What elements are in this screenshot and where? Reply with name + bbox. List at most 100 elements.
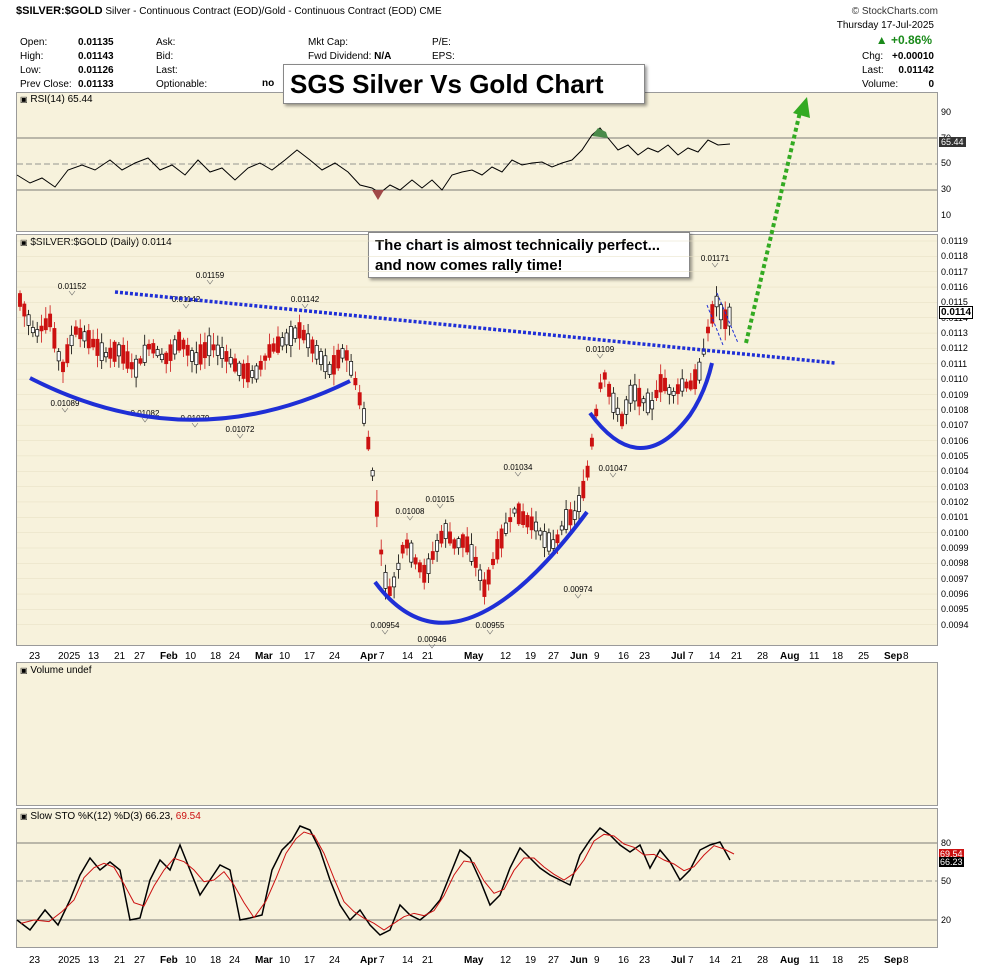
x-tick: 11 — [809, 955, 820, 966]
candle-body — [718, 304, 723, 321]
price-annotation-pointer — [68, 290, 76, 296]
candle-body — [714, 295, 719, 308]
candle-body — [525, 515, 530, 528]
up-triangle-icon: ▲ — [875, 33, 888, 47]
x-tick: 21 — [422, 955, 434, 966]
candle-body — [172, 339, 177, 355]
candle-body — [327, 364, 332, 375]
candle-body — [675, 384, 680, 394]
x-tick: Apr — [360, 651, 378, 662]
price-annotation-pointer — [406, 515, 414, 521]
candle-body — [43, 318, 48, 331]
price-annotation-pointer — [301, 303, 309, 309]
candle-body — [91, 338, 96, 348]
price-tick: 0.0100 — [941, 527, 969, 538]
rsi-indicator-icon: ▣ — [20, 95, 28, 104]
price-label: ▣ $SILVER:$GOLD (Daily) 0.0114 — [20, 237, 172, 248]
price-tick: 0.0115 — [941, 297, 968, 308]
price-annotation-pointer — [596, 353, 604, 359]
x-tick: 28 — [757, 651, 769, 662]
candle-body — [680, 378, 685, 392]
candle-body — [667, 387, 672, 395]
x-tick: 11 — [809, 651, 820, 662]
x-tick: 13 — [88, 651, 100, 662]
price-annotation-pointer — [191, 422, 199, 428]
candle-body — [693, 369, 698, 390]
candle-body — [607, 383, 612, 397]
candle-body — [336, 349, 341, 369]
price-tick: 0.0094 — [941, 619, 969, 630]
candle-body — [202, 342, 207, 359]
candle-body — [430, 551, 435, 560]
candle-body — [331, 355, 336, 375]
candle-body — [65, 344, 70, 364]
candle-body — [181, 339, 186, 350]
candle-body — [293, 327, 298, 339]
candle-body — [314, 345, 319, 360]
x-tick: 7 — [688, 955, 694, 966]
optionable-value: no — [262, 78, 275, 89]
x-tick: 21 — [114, 651, 126, 662]
price-tick: 0.0117 — [941, 266, 968, 277]
candle-body — [194, 352, 199, 366]
rsi-oversold-fill — [372, 190, 384, 200]
price-tick: 0.0107 — [941, 420, 969, 431]
x-tick: 27 — [548, 955, 560, 966]
candle-body — [349, 361, 354, 376]
price-tick: 0.0095 — [941, 604, 969, 615]
price-tick: 0.0112 — [941, 343, 968, 354]
price-annotation: 0.01089 — [51, 399, 80, 408]
candle-body — [589, 437, 594, 447]
x-tick: 24 — [329, 651, 341, 662]
x-tick: 19 — [525, 651, 537, 662]
x-tick: Aug — [780, 955, 800, 966]
candle-body — [319, 351, 323, 365]
price-tick: 0.0109 — [941, 389, 969, 400]
candle-body — [710, 304, 715, 324]
candle-body — [284, 332, 289, 346]
candle-body — [469, 544, 474, 562]
candle-body — [473, 556, 478, 568]
candle-body — [306, 333, 311, 349]
candle-body — [353, 377, 358, 386]
candle-body — [482, 579, 487, 597]
candle-body — [641, 398, 646, 404]
price-annotation-pointer — [141, 417, 149, 423]
candle-body — [151, 343, 156, 354]
candle-body — [18, 293, 22, 307]
price-annotation: 0.01008 — [396, 507, 425, 516]
price-annotation: 0.01171 — [701, 254, 730, 263]
candle-body — [86, 330, 91, 349]
candle-body — [602, 372, 607, 380]
x-tick: 23 — [29, 955, 41, 966]
candle-body — [357, 392, 362, 406]
candle-body — [78, 327, 83, 340]
candle-body — [396, 562, 401, 570]
candle-body — [82, 331, 87, 342]
candle-body — [460, 534, 465, 548]
volume-label: ▣ Volume undef — [20, 665, 92, 676]
x-tick: 8 — [903, 651, 909, 662]
candle-body — [121, 344, 126, 364]
candle-body — [663, 377, 667, 392]
candle-body — [688, 380, 693, 390]
candle-body — [198, 344, 203, 365]
candle-body — [30, 327, 35, 334]
x-tick: 21 — [731, 651, 743, 662]
candle-body — [263, 355, 268, 361]
rsi-line — [16, 127, 731, 194]
candle-body — [564, 509, 569, 530]
candle-body — [409, 542, 414, 563]
x-tick: 23 — [639, 651, 651, 662]
x-tick: 17 — [304, 651, 316, 662]
copyright: © StockCharts.com — [851, 6, 938, 17]
candle-body — [654, 389, 659, 399]
candle-body — [301, 329, 306, 341]
price-annotation-pointer — [182, 303, 190, 309]
x-tick: Jun — [570, 651, 588, 662]
candle-body — [546, 532, 551, 552]
x-tick: Mar — [255, 955, 273, 966]
x-tick: 21 — [731, 955, 743, 966]
price-annotation-pointer — [206, 279, 214, 285]
candle-body — [486, 569, 491, 585]
